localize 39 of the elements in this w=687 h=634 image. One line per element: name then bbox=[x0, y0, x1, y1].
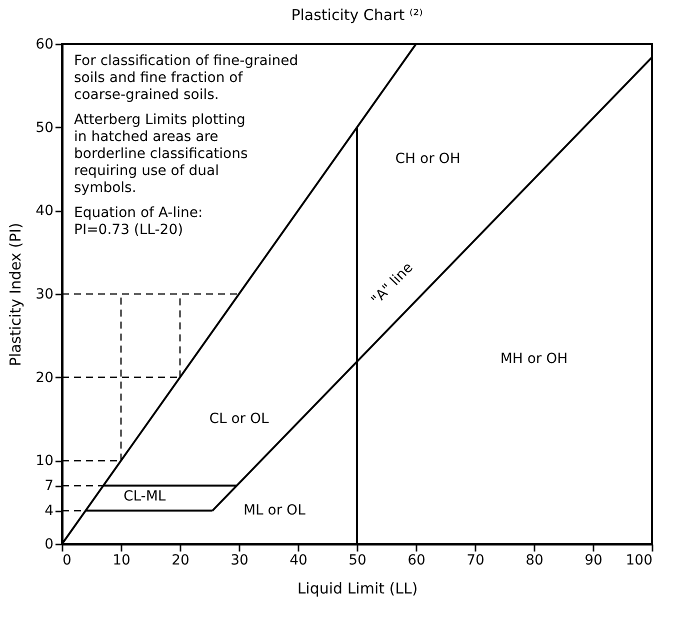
x-tick-label: 100 bbox=[626, 552, 652, 568]
y-tick-label: 20 bbox=[36, 370, 54, 386]
y-tick-label: 60 bbox=[36, 36, 54, 52]
y-tick-label: 10 bbox=[36, 453, 54, 470]
x-tick-label: 70 bbox=[466, 552, 484, 568]
annotation: CL or OL bbox=[209, 411, 270, 427]
x-tick-label: 40 bbox=[290, 552, 308, 568]
annotation: Equation of A-line: bbox=[74, 205, 203, 221]
y-tick-label: 50 bbox=[36, 120, 54, 136]
y-tick-label: 4 bbox=[44, 503, 54, 520]
annotation: For classification of fine-grained bbox=[74, 53, 298, 69]
x-tick-label: 0 bbox=[62, 552, 72, 568]
annotation: ML or OL bbox=[243, 502, 306, 518]
annotation: requiring use of dual bbox=[74, 163, 219, 179]
annotation: borderline classifications bbox=[74, 146, 248, 162]
x-tick-label: 50 bbox=[348, 552, 366, 568]
annotation: soils and fine fraction of bbox=[74, 70, 244, 86]
annotation: CL-ML bbox=[123, 488, 166, 504]
y-tick-label: 7 bbox=[44, 478, 54, 494]
x-tick-label: 80 bbox=[526, 552, 544, 568]
annotation: CH or OH bbox=[395, 151, 460, 167]
annotation: coarse-grained soils. bbox=[74, 87, 219, 103]
annotation: MH or OH bbox=[500, 351, 568, 367]
y-tick-label: 30 bbox=[36, 286, 54, 302]
x-tick-label: 20 bbox=[172, 552, 190, 568]
y-tick-label: 0 bbox=[44, 536, 54, 552]
y-axis-title: Plasticity Index (PI) bbox=[6, 222, 25, 366]
x-tick-label: 90 bbox=[584, 552, 602, 568]
annotation: Atterberg Limits plotting bbox=[74, 112, 246, 128]
annotation: "A" line bbox=[368, 260, 416, 308]
annotation: PI=0.73 (LL-20) bbox=[74, 222, 184, 238]
y-tick-label: 40 bbox=[36, 203, 54, 220]
annotation: in hatched areas are bbox=[74, 129, 218, 145]
x-tick-label: 30 bbox=[230, 552, 248, 568]
chart-title: Plasticity Chart ⁽²⁾ bbox=[291, 6, 423, 24]
x-tick-label: 10 bbox=[112, 552, 130, 568]
annotation: symbols. bbox=[74, 180, 136, 196]
x-tick-label: 60 bbox=[408, 552, 426, 568]
x-axis-title: Liquid Limit (LL) bbox=[297, 580, 418, 598]
